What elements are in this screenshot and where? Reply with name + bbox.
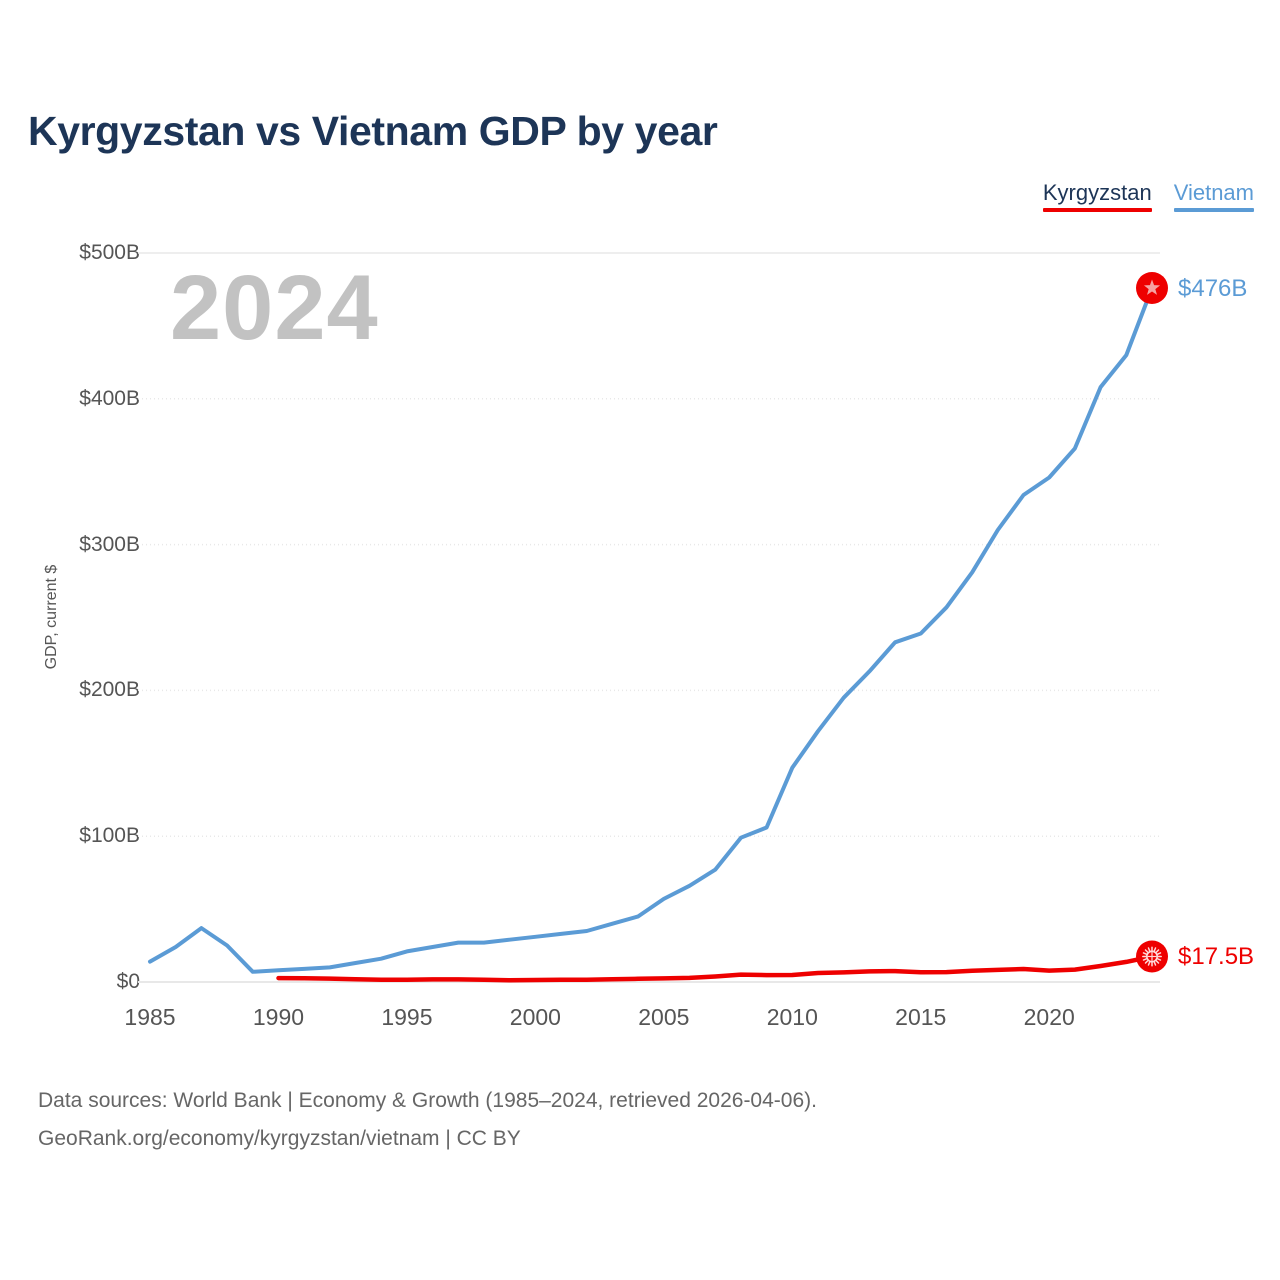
- y-tick-label: $300B: [79, 532, 140, 556]
- x-tick-label: 2020: [1023, 1004, 1075, 1030]
- y-tick-label: $0: [116, 970, 140, 993]
- x-tick-label: 2000: [509, 1004, 561, 1030]
- legend-item-kyrgyzstan[interactable]: Kyrgyzstan: [1042, 180, 1152, 212]
- chart-legend: Kyrgyzstan Vietnam: [1042, 180, 1254, 212]
- y-tick-label: $200B: [79, 678, 140, 702]
- legend-rule-kyrgyzstan: [1042, 208, 1152, 212]
- legend-label-vietnam: Vietnam: [1173, 180, 1254, 205]
- y-tick-label: $100B: [79, 824, 140, 848]
- series-line-vietnam: [148, 286, 1154, 974]
- series-line-kyrgyzstan: [276, 954, 1155, 983]
- y-tick-label: $500B: [79, 241, 140, 264]
- y-axis-title: GDP, current $: [43, 564, 60, 670]
- y-tick-label: $400B: [79, 386, 140, 410]
- marker-kyrgyzstan: [1136, 940, 1168, 973]
- gridlines: [138, 252, 1160, 983]
- legend-item-vietnam[interactable]: Vietnam: [1173, 180, 1254, 212]
- x-tick-label: 2010: [766, 1004, 818, 1030]
- legend-label-kyrgyzstan: Kyrgyzstan: [1042, 180, 1152, 205]
- marker-vietnam: [1136, 271, 1168, 304]
- x-tick-label: 1985: [124, 1004, 176, 1030]
- watermark-year: 2024: [170, 257, 379, 359]
- footer-line-attribution: GeoRank.org/economy/kyrgyzstan/vietnam |…: [38, 1127, 521, 1150]
- x-tick-label: 1995: [381, 1004, 433, 1030]
- legend-rule-vietnam: [1173, 208, 1254, 212]
- chart-footer: Data sources: World Bank | Economy & Gro…: [38, 1082, 817, 1158]
- end-label-vietnam: $476B: [1178, 275, 1248, 302]
- y-axis-ticks: $0 $100B $200B $300B $400B $500B: [20, 0, 140, 1280]
- x-tick-label: 2015: [895, 1004, 947, 1030]
- x-tick-label: 1990: [252, 1004, 305, 1030]
- page-title: Kyrgyzstan vs Vietnam GDP by year: [28, 108, 718, 154]
- end-label-kyrgyzstan: $17.5B: [1178, 943, 1255, 970]
- x-tick-label: 2005: [638, 1004, 690, 1030]
- footer-line-sources: Data sources: World Bank | Economy & Gro…: [38, 1089, 817, 1112]
